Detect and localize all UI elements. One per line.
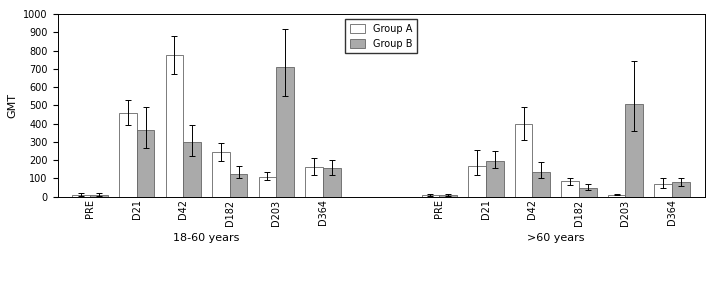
Bar — [486, 161, 503, 197]
Bar — [212, 152, 230, 197]
Bar — [468, 166, 486, 197]
Bar — [654, 184, 672, 197]
Bar — [137, 130, 155, 197]
Legend: Group A, Group B: Group A, Group B — [345, 19, 417, 53]
Bar — [90, 195, 108, 197]
Bar — [532, 172, 550, 197]
Bar — [305, 167, 323, 197]
Bar — [73, 195, 90, 197]
Bar — [562, 181, 579, 197]
Bar — [119, 113, 137, 197]
Bar — [323, 168, 341, 197]
Bar — [165, 55, 183, 197]
Bar — [672, 182, 690, 197]
Bar — [439, 195, 457, 197]
Bar — [579, 188, 597, 197]
Bar — [183, 142, 201, 197]
Bar — [276, 67, 294, 197]
Bar — [515, 124, 532, 197]
Bar — [626, 104, 644, 197]
Bar — [230, 174, 247, 197]
Bar — [259, 177, 276, 197]
Text: 18-60 years: 18-60 years — [173, 233, 239, 243]
Text: >60 years: >60 years — [527, 233, 585, 243]
Y-axis label: GMT: GMT — [8, 93, 18, 118]
Bar — [608, 195, 626, 197]
Bar — [421, 195, 439, 197]
